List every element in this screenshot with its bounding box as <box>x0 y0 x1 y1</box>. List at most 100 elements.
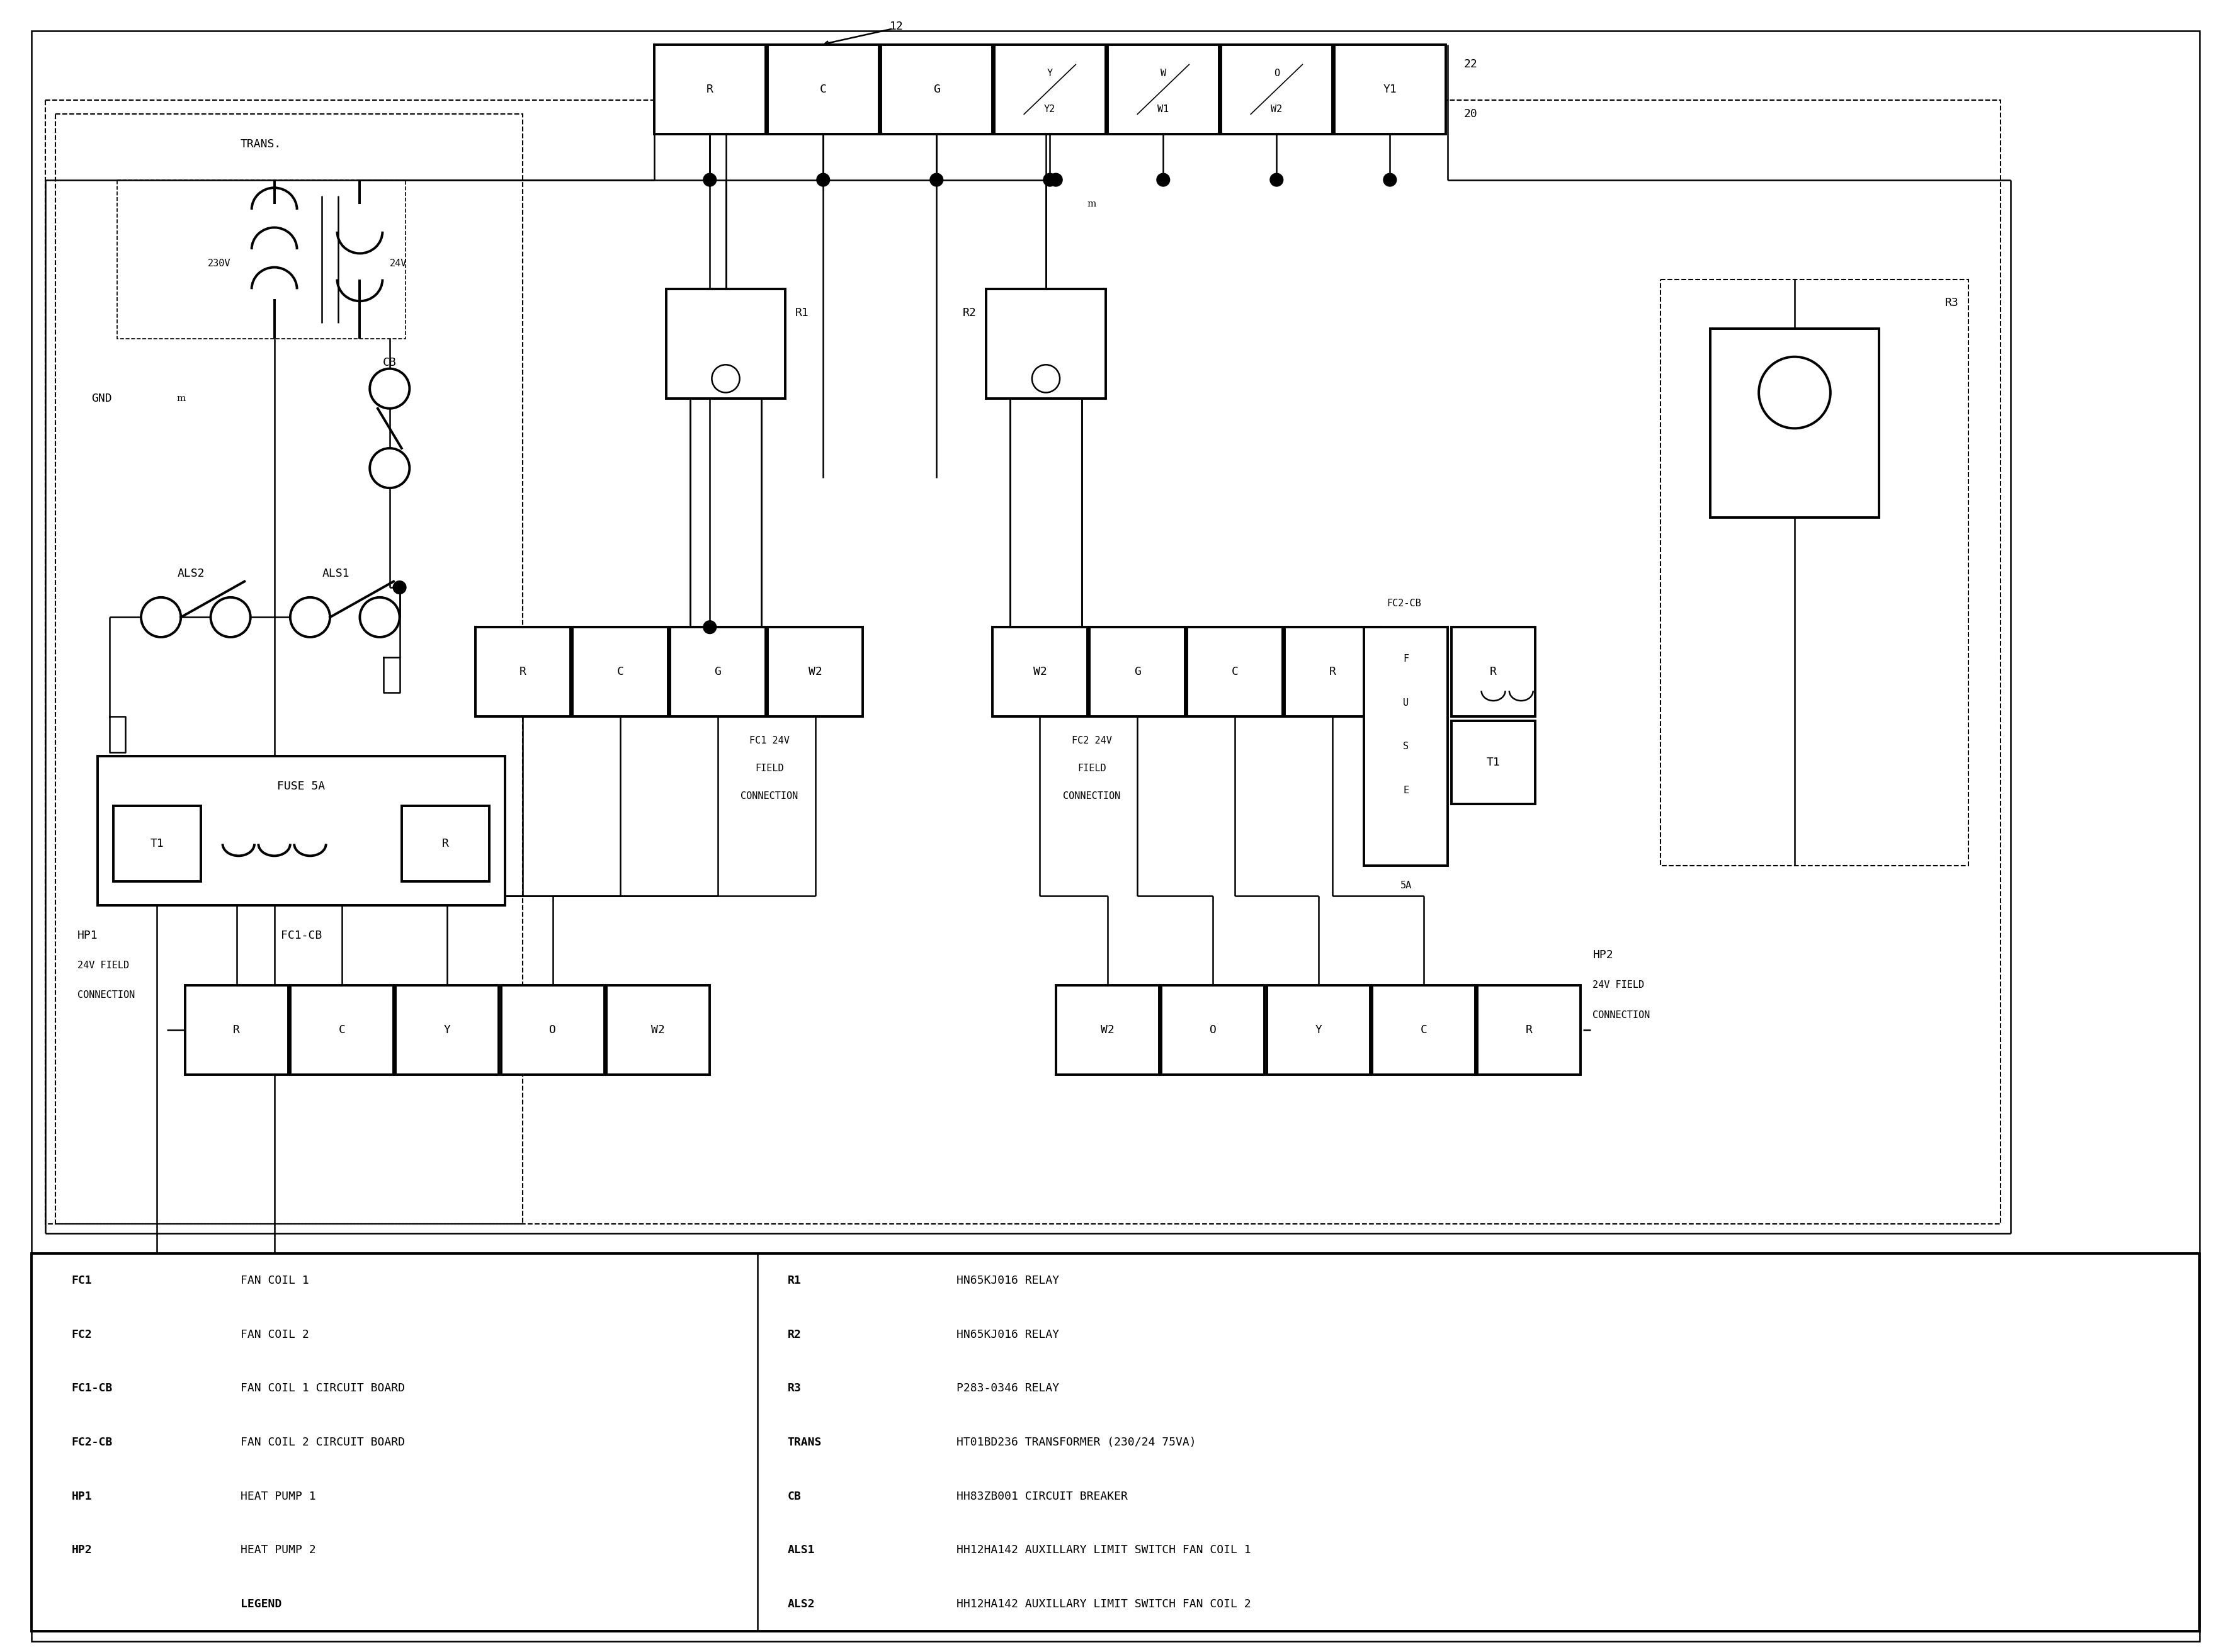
Text: O: O <box>549 1024 556 1036</box>
Text: P283-0346 RELAY: P283-0346 RELAY <box>957 1383 1060 1394</box>
Text: S: S <box>1403 742 1408 752</box>
Circle shape <box>141 598 181 638</box>
Text: HP2: HP2 <box>1593 950 1613 961</box>
Circle shape <box>1033 365 1060 393</box>
Text: R: R <box>1490 666 1497 677</box>
Circle shape <box>1156 173 1171 187</box>
Circle shape <box>1049 173 1062 187</box>
Text: HH12HA142 AUXILLARY LIMIT SWITCH FAN COIL 2: HH12HA142 AUXILLARY LIMIT SWITCH FAN COI… <box>957 1599 1252 1611</box>
Text: R3: R3 <box>788 1383 801 1394</box>
Text: 5A: 5A <box>1401 881 1412 890</box>
Text: HN65KJ016 RELAY: HN65KJ016 RELAY <box>957 1275 1060 1287</box>
Text: HP1: HP1 <box>78 930 98 942</box>
Text: FAN COIL 1: FAN COIL 1 <box>241 1275 308 1287</box>
Bar <box>98 757 504 905</box>
Text: FAN COIL 2: FAN COIL 2 <box>241 1328 308 1340</box>
Bar <box>881 45 993 134</box>
Text: Y: Y <box>1046 68 1053 78</box>
Bar <box>475 628 571 717</box>
Text: FIELD: FIELD <box>754 763 783 773</box>
Bar <box>395 985 500 1074</box>
Bar <box>1452 628 1535 717</box>
Text: W2: W2 <box>1033 666 1046 677</box>
Text: 24V FIELD: 24V FIELD <box>1593 980 1644 990</box>
Bar <box>986 289 1107 398</box>
Text: 12: 12 <box>890 21 904 33</box>
Text: HEAT PUMP 1: HEAT PUMP 1 <box>241 1490 317 1502</box>
Text: FC1: FC1 <box>71 1275 91 1287</box>
Bar <box>1162 985 1265 1074</box>
Text: Y: Y <box>1314 1024 1321 1036</box>
Text: R: R <box>707 84 714 96</box>
Circle shape <box>1269 173 1283 187</box>
Bar <box>669 628 765 717</box>
Text: CONNECTION: CONNECTION <box>1062 791 1120 801</box>
Text: T1: T1 <box>149 838 163 849</box>
Text: R: R <box>232 1024 241 1036</box>
Text: W2: W2 <box>1100 1024 1116 1036</box>
Text: W: W <box>1160 68 1167 78</box>
Text: FC1 24V: FC1 24V <box>750 735 790 745</box>
Text: Y2: Y2 <box>1044 104 1055 114</box>
Circle shape <box>817 173 830 187</box>
Circle shape <box>703 620 716 634</box>
Text: F: F <box>1403 654 1408 664</box>
Circle shape <box>370 448 411 487</box>
Text: CONNECTION: CONNECTION <box>1593 1009 1651 1019</box>
Bar <box>185 985 288 1074</box>
Bar <box>667 289 785 398</box>
Text: 20: 20 <box>1464 109 1477 121</box>
Text: TRANS.: TRANS. <box>241 139 281 150</box>
Text: LEGEND: LEGEND <box>241 1599 281 1611</box>
Circle shape <box>703 173 716 187</box>
Text: CONNECTION: CONNECTION <box>741 791 799 801</box>
Text: HN65KJ016 RELAY: HN65KJ016 RELAY <box>957 1328 1060 1340</box>
Text: 230V: 230V <box>207 259 230 268</box>
Circle shape <box>712 365 741 393</box>
Circle shape <box>1383 173 1397 187</box>
Text: Y: Y <box>444 1024 451 1036</box>
Bar <box>1363 628 1448 866</box>
Text: C: C <box>1421 1024 1428 1036</box>
Bar <box>767 628 863 717</box>
Text: W2: W2 <box>651 1024 665 1036</box>
Bar <box>502 985 605 1074</box>
Text: FAN COIL 2 CIRCUIT BOARD: FAN COIL 2 CIRCUIT BOARD <box>241 1437 404 1449</box>
Bar <box>290 985 393 1074</box>
Circle shape <box>1758 357 1829 428</box>
Bar <box>1452 720 1535 805</box>
Text: ALS2: ALS2 <box>176 568 205 580</box>
Text: HP1: HP1 <box>71 1490 91 1502</box>
Text: 22: 22 <box>1464 59 1477 69</box>
Text: FC2-CB: FC2-CB <box>71 1437 112 1449</box>
Bar <box>114 806 201 882</box>
Bar <box>1660 279 1968 866</box>
Text: G: G <box>714 666 721 677</box>
Text: GND: GND <box>91 393 112 405</box>
Bar <box>573 628 667 717</box>
Bar <box>56 114 522 1224</box>
Text: R2: R2 <box>962 307 977 319</box>
Text: HH12HA142 AUXILLARY LIMIT SWITCH FAN COIL 1: HH12HA142 AUXILLARY LIMIT SWITCH FAN COI… <box>957 1545 1252 1556</box>
Text: FC2-CB: FC2-CB <box>1388 598 1421 608</box>
Text: m: m <box>176 395 185 403</box>
Text: FC2 24V: FC2 24V <box>1071 735 1111 745</box>
Text: R1: R1 <box>794 307 810 319</box>
Bar <box>45 101 2001 1224</box>
Text: FC2: FC2 <box>71 1328 91 1340</box>
Text: HP2: HP2 <box>71 1545 91 1556</box>
Text: W2: W2 <box>1272 104 1283 114</box>
Bar <box>1267 985 1370 1074</box>
Text: G: G <box>1133 666 1140 677</box>
Bar <box>118 180 406 339</box>
Text: R: R <box>1330 666 1336 677</box>
Text: 24V: 24V <box>390 259 406 268</box>
Bar <box>402 806 489 882</box>
Text: G: G <box>933 84 939 96</box>
Text: ALS1: ALS1 <box>788 1545 814 1556</box>
Bar <box>1187 628 1283 717</box>
Bar <box>654 45 765 134</box>
Text: TRANS: TRANS <box>788 1437 821 1449</box>
Text: O: O <box>1209 1024 1216 1036</box>
Text: HH83ZB001 CIRCUIT BREAKER: HH83ZB001 CIRCUIT BREAKER <box>957 1490 1127 1502</box>
